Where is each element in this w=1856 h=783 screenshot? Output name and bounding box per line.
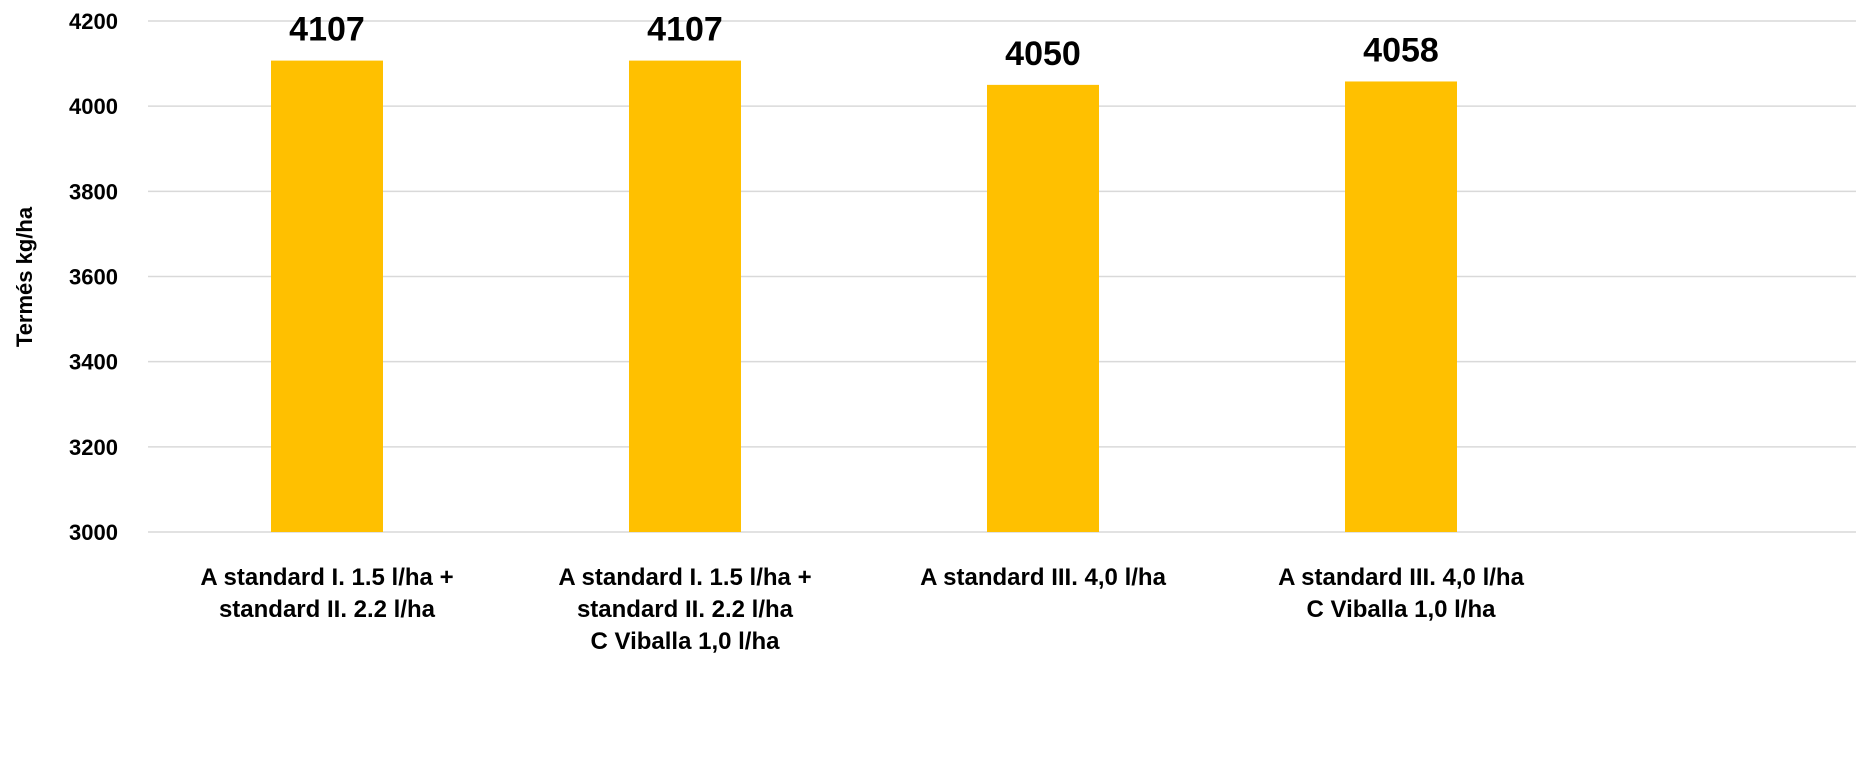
y-axis-label: Termés kg/ha: [12, 206, 37, 347]
data-labels: 4107 4107 4050 4058: [289, 11, 1439, 73]
y-tick-label: 3400: [69, 350, 118, 375]
y-tick-label: 3000: [69, 520, 118, 545]
data-label: 4107: [289, 11, 365, 49]
category-label: A standard III. 4,0 l/ha: [1278, 564, 1525, 591]
category-label: standard II. 2.2 l/ha: [577, 596, 794, 623]
bar: [629, 60, 741, 532]
y-tick-label: 4200: [69, 9, 118, 34]
bar: [987, 84, 1099, 532]
bar: [1345, 81, 1457, 533]
category-label: A standard I. 1.5 l/ha +: [558, 564, 811, 591]
y-tick-label: 4000: [69, 94, 118, 119]
category-label: A standard III. 4,0 l/ha: [920, 564, 1167, 591]
y-tick-label: 3800: [69, 179, 118, 204]
bars: [271, 60, 1457, 533]
category-label: standard II. 2.2 l/ha: [219, 596, 436, 623]
data-label: 4058: [1363, 31, 1439, 69]
x-axis-categories: A standard I. 1.5 l/ha + standard II. 2.2…: [200, 564, 1524, 655]
category-label: C Viballa 1,0 l/ha: [1307, 596, 1497, 623]
y-axis-ticks: 3000 3200 3400 3600 3800 4000 4200: [69, 9, 118, 545]
data-label: 4107: [647, 11, 723, 49]
category-label: A standard I. 1.5 l/ha +: [200, 564, 453, 591]
bar: [271, 60, 383, 532]
data-label: 4050: [1005, 35, 1081, 73]
y-tick-label: 3200: [69, 435, 118, 460]
category-label: C Viballa 1,0 l/ha: [591, 628, 781, 655]
y-tick-label: 3600: [69, 265, 118, 290]
